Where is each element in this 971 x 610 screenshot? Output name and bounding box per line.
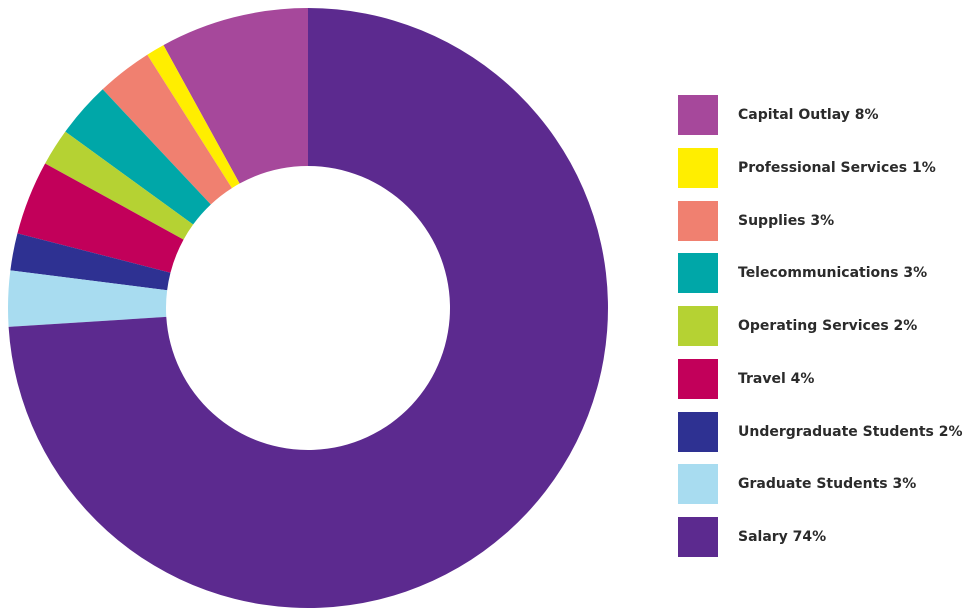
- slice-travel: [17, 163, 184, 273]
- slice-capital-outlay: [163, 8, 308, 184]
- legend-swatch-professional-services: [678, 147, 718, 188]
- legend-label-undergraduate-students: Undergraduate Students 2%: [738, 423, 963, 440]
- donut-slices: [8, 8, 608, 608]
- legend-item-salary: Salary 74%: [678, 517, 963, 557]
- legend-item-capital-outlay: Capital Outlay 8%: [678, 95, 963, 135]
- slice-salary: [8, 8, 608, 608]
- legend-swatch-capital-outlay: [678, 95, 718, 135]
- legend-label-travel: Travel 4%: [738, 370, 815, 387]
- legend: Capital Outlay 8% Professional Services …: [678, 95, 963, 570]
- legend-item-telecommunications: Telecommunications 3%: [678, 253, 963, 294]
- legend-label-operating-services: Operating Services 2%: [738, 318, 918, 334]
- legend-swatch-telecommunications: [678, 253, 718, 294]
- legend-swatch-graduate-students: [678, 464, 718, 505]
- slice-operating-services: [45, 131, 194, 240]
- legend-swatch-operating-services: [678, 306, 718, 346]
- legend-swatch-supplies: [678, 200, 718, 241]
- slice-undergraduate-students: [10, 233, 171, 291]
- legend-swatch-travel: [678, 358, 718, 399]
- legend-label-supplies: Supplies 3%: [738, 212, 835, 229]
- legend-item-travel: Travel 4%: [678, 358, 963, 399]
- legend-item-professional-services: Professional Services 1%: [678, 147, 963, 188]
- legend-item-operating-services: Operating Services 2%: [678, 306, 963, 346]
- legend-label-capital-outlay: Capital Outlay 8%: [738, 107, 879, 123]
- legend-label-graduate-students: Graduate Students 3%: [738, 476, 917, 493]
- legend-label-telecommunications: Telecommunications 3%: [738, 265, 928, 282]
- legend-label-salary: Salary 74%: [738, 529, 827, 545]
- legend-swatch-salary: [678, 517, 718, 557]
- legend-swatch-undergraduate-students: [678, 411, 718, 452]
- slice-supplies: [102, 54, 232, 205]
- slice-telecommunications: [65, 89, 211, 225]
- legend-item-undergraduate-students: Undergraduate Students 2%: [678, 411, 963, 452]
- slice-professional-services: [147, 45, 240, 189]
- legend-label-professional-services: Professional Services 1%: [738, 159, 936, 176]
- slice-graduate-students: [8, 270, 168, 327]
- legend-item-graduate-students: Graduate Students 3%: [678, 464, 963, 505]
- legend-item-supplies: Supplies 3%: [678, 200, 963, 241]
